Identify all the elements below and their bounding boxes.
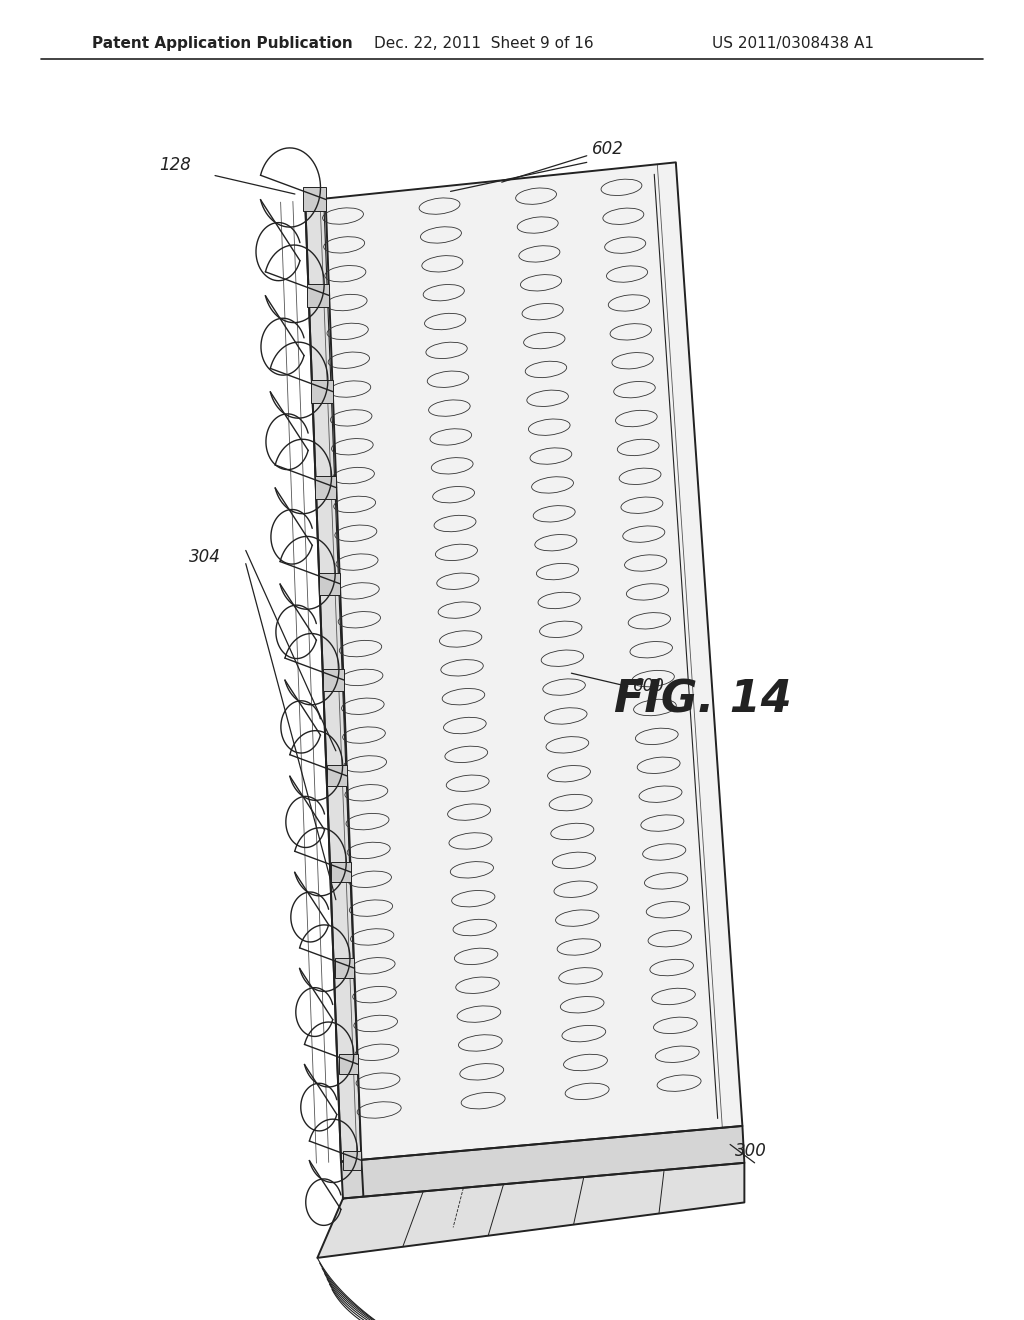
FancyBboxPatch shape bbox=[339, 1055, 357, 1074]
FancyBboxPatch shape bbox=[328, 766, 347, 787]
FancyBboxPatch shape bbox=[311, 380, 333, 403]
FancyBboxPatch shape bbox=[332, 862, 350, 882]
Text: 304: 304 bbox=[189, 548, 221, 566]
Polygon shape bbox=[305, 162, 742, 1162]
FancyBboxPatch shape bbox=[303, 187, 326, 211]
Text: 600: 600 bbox=[633, 677, 665, 696]
Polygon shape bbox=[341, 1126, 744, 1199]
Text: 300: 300 bbox=[735, 1142, 767, 1160]
FancyBboxPatch shape bbox=[315, 477, 336, 499]
Text: Dec. 22, 2011  Sheet 9 of 16: Dec. 22, 2011 Sheet 9 of 16 bbox=[374, 36, 593, 51]
Text: 602: 602 bbox=[592, 140, 624, 158]
Text: FIG. 14: FIG. 14 bbox=[614, 678, 793, 721]
Text: 128: 128 bbox=[159, 156, 190, 174]
FancyBboxPatch shape bbox=[319, 573, 340, 595]
FancyBboxPatch shape bbox=[335, 958, 354, 978]
FancyBboxPatch shape bbox=[343, 1151, 361, 1170]
Polygon shape bbox=[317, 1163, 744, 1258]
FancyBboxPatch shape bbox=[307, 284, 329, 308]
Text: Patent Application Publication: Patent Application Publication bbox=[92, 36, 353, 51]
Polygon shape bbox=[305, 199, 361, 1162]
FancyBboxPatch shape bbox=[324, 669, 343, 690]
Text: US 2011/0308438 A1: US 2011/0308438 A1 bbox=[712, 36, 873, 51]
